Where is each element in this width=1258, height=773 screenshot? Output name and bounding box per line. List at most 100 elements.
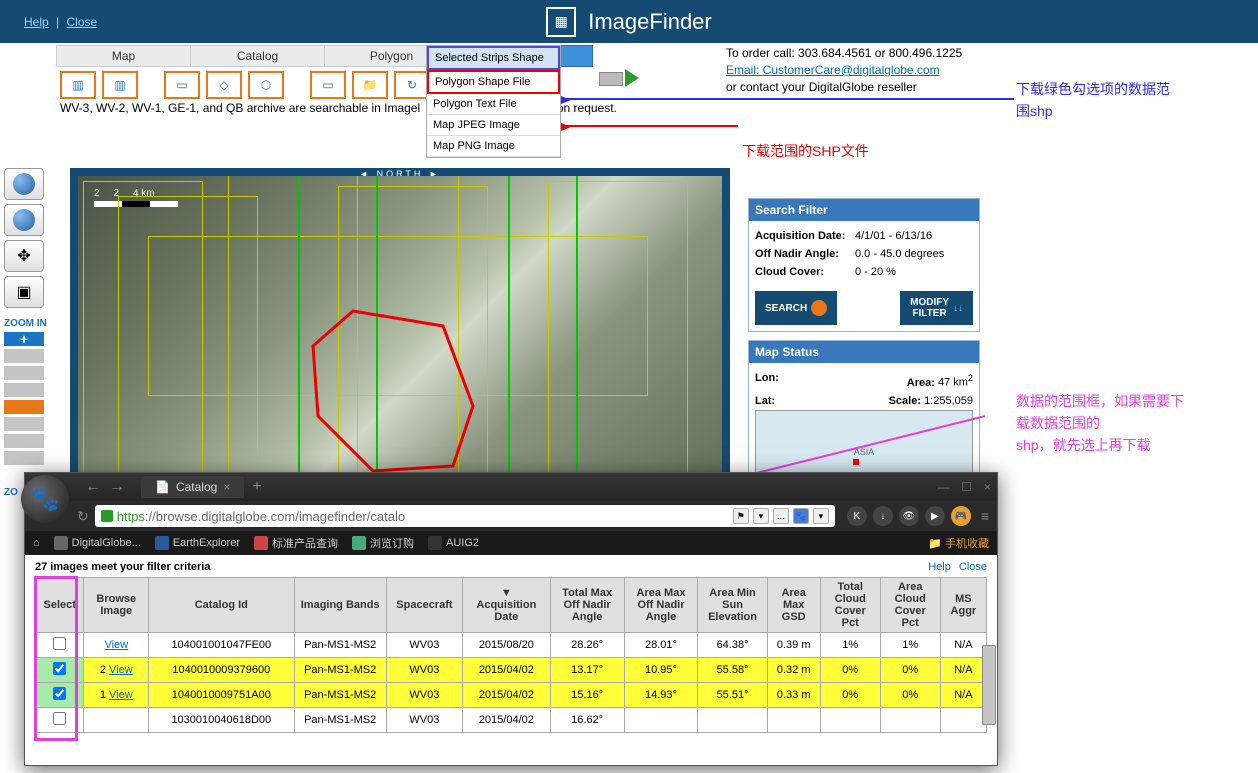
url-action-5[interactable]: ▾ [813, 508, 829, 524]
tool-icon-2[interactable]: ▥ [102, 71, 138, 99]
ext-icon-video[interactable]: ▶ [925, 506, 945, 526]
bookmark-std[interactable]: 标准产品查询 [254, 535, 338, 551]
select-checkbox[interactable] [53, 637, 66, 650]
totoff-cell: 16.62° [550, 708, 624, 733]
back-button[interactable]: ← [85, 478, 101, 496]
forward-button[interactable]: → [109, 478, 125, 496]
browser-tab[interactable]: 📄 Catalog × [141, 476, 244, 498]
close-tab-button[interactable]: × [223, 480, 230, 494]
col-acqdate[interactable]: ▼Acquisition Date [463, 578, 551, 633]
dl-polygon-shape[interactable]: Polygon Shape File [427, 70, 560, 94]
browser-logo-icon[interactable]: 🐾 [21, 475, 69, 523]
dl-selected-strips[interactable]: Selected Strips Shape [427, 46, 560, 70]
view-link[interactable]: View [109, 689, 133, 701]
url-action-3[interactable]: … [773, 508, 789, 524]
scrollbar-thumb[interactable] [982, 645, 996, 725]
ext-icon-dl[interactable]: ↓ [873, 506, 893, 526]
totcc-cell: 0% [820, 658, 880, 683]
col-areaoff[interactable]: Area Max Off Nadir Angle [624, 578, 698, 633]
globe-tool-2[interactable] [4, 204, 44, 236]
col-msaggr[interactable]: MS Aggr [940, 578, 986, 633]
bookmark-dg[interactable]: DigitalGlobe... [54, 536, 141, 550]
col-spacecraft[interactable]: Spacecraft [386, 578, 462, 633]
tool-icon-8[interactable]: ↻ [394, 71, 430, 99]
dl-png[interactable]: Map PNG Image [427, 136, 560, 157]
order-email[interactable]: Email: CustomerCare@digitalglobe.com [726, 63, 940, 77]
col-totcc[interactable]: Total Cloud Cover Pct [820, 578, 880, 633]
ext-icon-eye[interactable]: 👁 [899, 506, 919, 526]
info-tool[interactable]: ▣ [4, 276, 44, 308]
tool-icon-3[interactable]: ▭ [164, 71, 200, 99]
zoom-level-current[interactable] [4, 400, 44, 414]
col-totoff[interactable]: Total Max Off Nadir Angle [550, 578, 624, 633]
zoom-level-5[interactable] [4, 434, 44, 448]
globe-tool-1[interactable] [4, 168, 44, 200]
url-action-1[interactable]: ⚑ [733, 508, 749, 524]
catalog-close-link[interactable]: Close [959, 561, 987, 573]
catalog-help-link[interactable]: Help [928, 561, 951, 573]
map-status-panel: Map Status Lon:Area: 47 km2 Lat:Scale: 1… [748, 340, 980, 493]
tab-catalog[interactable]: Catalog [190, 45, 325, 67]
bands-cell: Pan-MS1-MS2 [294, 683, 386, 708]
tool-icon-5[interactable]: ⬡ [248, 71, 284, 99]
row-num: 1 [100, 689, 106, 701]
col-sun[interactable]: Area Min Sun Elevation [698, 578, 767, 633]
url-input[interactable]: https://browse.digitalglobe.com/imagefin… [95, 505, 835, 527]
left-tools: ✥ ▣ ZOOM IN + ZO [4, 168, 52, 498]
modify-filter-button[interactable]: MODIFY FILTER↓↓ [900, 291, 973, 325]
download-menu: Selected Strips Shape Polygon Shape File… [426, 45, 561, 158]
window-controls: — ☐ × [937, 480, 991, 494]
mobile-bookmarks[interactable]: 📁 手机收藏 [928, 535, 989, 551]
reload-button[interactable]: ↻ [77, 508, 89, 525]
tool-icon-4[interactable]: ◇ [206, 71, 242, 99]
zoom-level-3[interactable] [4, 383, 44, 397]
col-browse[interactable]: Browse Image [84, 578, 149, 633]
search-icon [811, 300, 827, 316]
url-action-2[interactable]: ▾ [753, 508, 769, 524]
dl-polygon-text[interactable]: Polygon Text File [427, 94, 560, 115]
select-checkbox[interactable] [53, 662, 66, 675]
select-checkbox[interactable] [53, 712, 66, 725]
close-link[interactable]: Close [67, 15, 98, 29]
results-summary: 27 images meet your filter criteria [35, 561, 210, 573]
dl-jpeg[interactable]: Map JPEG Image [427, 115, 560, 136]
select-checkbox[interactable] [53, 687, 66, 700]
url-action-4[interactable]: 🐾 [793, 508, 809, 524]
col-catalogid[interactable]: Catalog Id [149, 578, 294, 633]
zoom-level-2[interactable] [4, 366, 44, 380]
minimize-button[interactable]: — [937, 480, 949, 494]
search-button[interactable]: SEARCH [755, 291, 837, 325]
tool-icon-1[interactable]: ▥ [60, 71, 96, 99]
col-bands[interactable]: Imaging Bands [294, 578, 386, 633]
tool-icon-6[interactable]: ▭ [310, 71, 346, 99]
view-link[interactable]: View [109, 664, 133, 676]
ext-icon-game[interactable]: 🎮 [951, 506, 971, 526]
col-areacc[interactable]: Area Cloud Cover Pct [880, 578, 940, 633]
bookmark-ee[interactable]: EarthExplorer [155, 536, 240, 550]
ms-cell: N/A [940, 658, 986, 683]
zoom-level-6[interactable] [4, 451, 44, 465]
col-select[interactable]: Select [36, 578, 84, 633]
zoom-level-4[interactable] [4, 417, 44, 431]
bookmark-browse[interactable]: 浏览订购 [352, 535, 414, 551]
sun-cell [698, 708, 767, 733]
tab-map[interactable]: Map [56, 45, 191, 67]
ext-icon-k[interactable]: K [847, 506, 867, 526]
menu-button[interactable]: ≡ [981, 508, 989, 524]
bookmark-auig[interactable]: AUIG2 [428, 536, 479, 550]
play-icon[interactable] [625, 69, 639, 87]
header-links: Help | Close [20, 15, 101, 29]
totoff-cell: 13.17° [550, 658, 624, 683]
home-button[interactable]: ⌂ [33, 537, 40, 549]
help-link[interactable]: Help [24, 15, 49, 29]
bands-cell: Pan-MS1-MS2 [294, 658, 386, 683]
close-window-button[interactable]: × [984, 480, 991, 494]
col-gsd[interactable]: Area Max GSD [767, 578, 820, 633]
zoom-level-1[interactable] [4, 349, 44, 363]
maximize-button[interactable]: ☐ [961, 480, 972, 494]
tool-icon-7[interactable]: 📁 [352, 71, 388, 99]
zoom-in-button[interactable]: + [4, 332, 44, 346]
pan-tool[interactable]: ✥ [4, 240, 44, 272]
view-link[interactable]: View [104, 639, 128, 651]
new-tab-button[interactable]: + [252, 478, 261, 496]
